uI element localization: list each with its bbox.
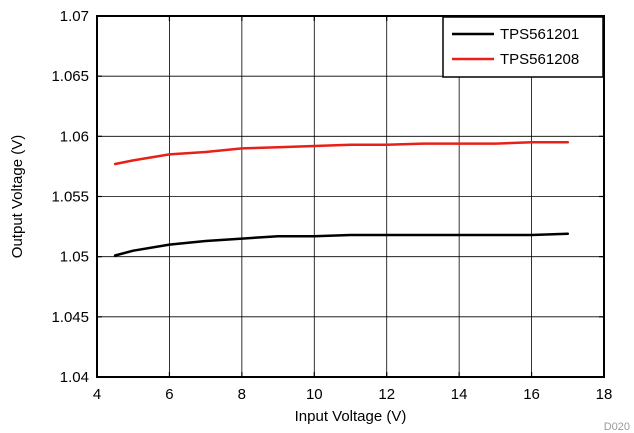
x-tick-label: 16 xyxy=(523,386,540,403)
x-tick-label: 8 xyxy=(238,386,246,403)
legend-label-tps561208: TPS561208 xyxy=(500,51,579,68)
x-tick-label: 18 xyxy=(596,386,613,403)
y-tick-label: 1.065 xyxy=(51,68,89,85)
y-tick-label: 1.055 xyxy=(51,189,89,206)
y-tick-label: 1.04 xyxy=(60,369,89,386)
legend: TPS561201 TPS561208 xyxy=(442,16,604,78)
y-tick-label: 1.07 xyxy=(60,8,89,25)
x-tick-label: 6 xyxy=(165,386,173,403)
x-tick-label: 10 xyxy=(306,386,323,403)
tick-labels: 4 6 8 10 12 14 16 18 1.04 1.045 1.05 1.055 1.06 1.065… xyxy=(51,8,612,403)
y-tick-label: 1.05 xyxy=(60,249,89,266)
series-line-tps561208 xyxy=(113,141,570,166)
x-tick-label: 14 xyxy=(451,386,468,403)
figure-code-label: D020 xyxy=(604,421,630,433)
axis-ticks xyxy=(96,15,605,378)
legend-box xyxy=(442,16,604,78)
y-axis-title: Output Voltage (V) xyxy=(9,135,26,258)
series-line-tps561201 xyxy=(113,232,570,257)
x-tick-label: 4 xyxy=(93,386,101,403)
x-axis-title: Input Voltage (V) xyxy=(295,408,407,425)
y-tick-label: 1.045 xyxy=(51,309,89,326)
legend-label-tps561201: TPS561201 xyxy=(500,26,579,43)
x-tick-label: 12 xyxy=(378,386,395,403)
series-lines xyxy=(113,141,570,257)
y-tick-label: 1.06 xyxy=(60,128,89,145)
